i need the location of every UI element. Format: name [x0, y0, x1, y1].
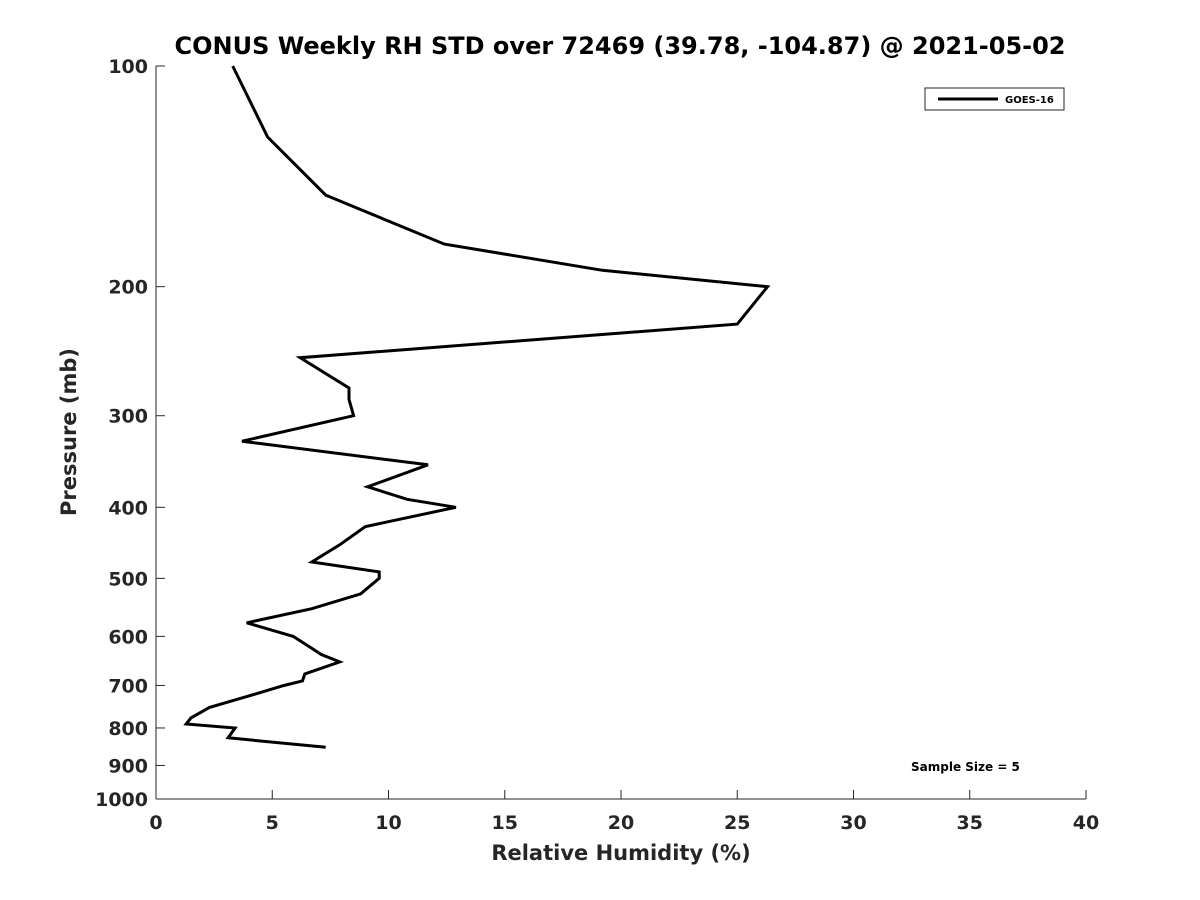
y-tick-label: 700 — [108, 675, 148, 697]
sample-size-annotation: Sample Size = 5 — [911, 760, 1020, 774]
y-tick-label: 300 — [108, 406, 148, 428]
series-line-goes-16 — [183, 65, 771, 749]
x-tick-label: 30 — [840, 812, 866, 834]
y-tick-label: 900 — [108, 755, 148, 777]
x-tick-label: 40 — [1073, 812, 1099, 834]
x-axis-label: Relative Humidity (%) — [491, 841, 750, 865]
y-axis-label: Pressure (mb) — [57, 348, 81, 516]
y-tick-label: 600 — [108, 626, 148, 648]
chart-title: CONUS Weekly RH STD over 72469 (39.78, -… — [174, 32, 1065, 60]
x-tick-label: 20 — [608, 812, 634, 834]
y-tick-label: 100 — [108, 56, 148, 78]
y-tick-label: 1000 — [95, 789, 148, 811]
x-tick-label: 15 — [492, 812, 518, 834]
y-tick-label: 200 — [108, 277, 148, 299]
x-ticks: 0 5 10 15 20 25 30 35 40 — [149, 790, 1099, 834]
x-tick-label: 5 — [266, 812, 279, 834]
series-layer — [183, 65, 771, 749]
y-tick-label: 400 — [108, 497, 148, 519]
x-tick-label: 35 — [957, 812, 983, 834]
x-tick-label: 0 — [149, 812, 162, 834]
plot-area — [155, 66, 1086, 800]
y-tick-label: 800 — [108, 718, 148, 740]
legend: GOES-16 — [924, 87, 1065, 111]
y-tick-label: 500 — [108, 568, 148, 590]
legend-label-goes-16: GOES-16 — [1005, 95, 1054, 106]
x-tick-label: 10 — [375, 812, 401, 834]
y-ticks: 100 200 300 400 500 600 700 800 900 1000 — [95, 56, 165, 811]
x-tick-label: 25 — [724, 812, 750, 834]
